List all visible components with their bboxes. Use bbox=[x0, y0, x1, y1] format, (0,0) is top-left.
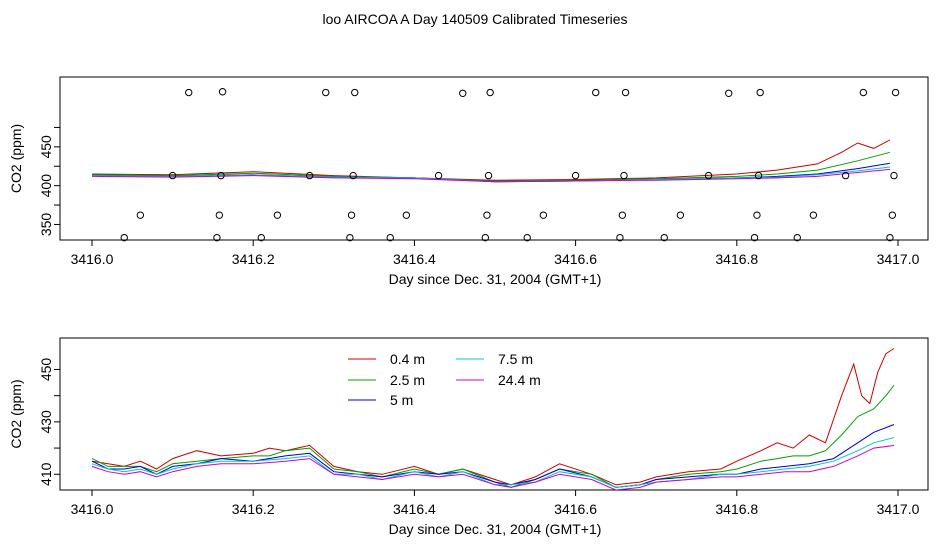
scatter-point bbox=[215, 211, 224, 219]
scatter-point bbox=[213, 233, 221, 242]
scatter-point bbox=[168, 171, 177, 180]
series-line bbox=[91, 348, 895, 486]
scatter-point bbox=[618, 211, 627, 219]
scatter-point bbox=[185, 88, 193, 97]
x-tick-label: 3416.8 bbox=[715, 501, 758, 517]
y-tick-label: 430 bbox=[38, 410, 54, 434]
scatter-point bbox=[136, 211, 145, 219]
series-line bbox=[91, 168, 890, 183]
series-line bbox=[91, 151, 891, 182]
x-tick-label: 3416.2 bbox=[232, 501, 275, 517]
scatter-point bbox=[859, 88, 868, 97]
x-tick-label: 3417.0 bbox=[877, 251, 920, 267]
scatter-point bbox=[571, 171, 580, 180]
scatter-point bbox=[592, 88, 600, 97]
scatter-point bbox=[483, 211, 491, 219]
scatter-point bbox=[481, 233, 490, 242]
scatter-point bbox=[322, 88, 330, 97]
series-line bbox=[91, 444, 895, 490]
chart-title: loo AIRCOA A Day 140509 Calibrated Times… bbox=[322, 11, 627, 27]
scatter-point bbox=[257, 233, 265, 242]
scatter-point bbox=[890, 171, 898, 180]
scatter-point bbox=[273, 211, 282, 219]
plot-frame bbox=[59, 76, 929, 241]
scatter-point bbox=[809, 211, 818, 219]
scatter-point bbox=[750, 233, 759, 242]
x-tick-label: 3417.0 bbox=[877, 501, 920, 517]
x-tick-label: 3416.4 bbox=[393, 251, 436, 267]
legend-label: 5 m bbox=[390, 392, 413, 408]
legend: 0.4 m 2.5 m 5 m 7.5 m 24.4 m bbox=[348, 351, 541, 408]
scatter-point bbox=[346, 233, 354, 242]
scatter-point bbox=[793, 233, 801, 242]
y-tick-label: 410 bbox=[38, 462, 54, 486]
scatter-point bbox=[305, 171, 314, 180]
scatter-point bbox=[676, 211, 685, 219]
scatter-point bbox=[523, 233, 531, 242]
scatter-point bbox=[725, 89, 733, 98]
scatter-point bbox=[753, 211, 761, 219]
scatter-point bbox=[218, 88, 227, 96]
scatter-point bbox=[539, 211, 548, 219]
scatter-point bbox=[459, 89, 467, 98]
y-axis-label: CO2 (ppm) bbox=[8, 124, 24, 193]
y-tick-label: 450 bbox=[38, 358, 54, 382]
y-tick-label: 350 bbox=[38, 213, 54, 237]
scatter-point bbox=[754, 171, 763, 180]
scatter-point bbox=[351, 88, 359, 97]
y-tick-label: 400 bbox=[38, 174, 54, 198]
legend-label: 24.4 m bbox=[498, 372, 541, 388]
scatter-point bbox=[349, 171, 357, 180]
scatter-point bbox=[486, 88, 494, 97]
legend-label: 2.5 m bbox=[390, 372, 425, 388]
scatter-point bbox=[841, 171, 850, 180]
scatter-point bbox=[402, 211, 411, 219]
scatter-point bbox=[886, 233, 894, 242]
x-axis-label: Day since Dec. 31, 2004 (GMT+1) bbox=[389, 271, 602, 287]
scatter-point bbox=[120, 233, 128, 242]
plot-frame bbox=[59, 337, 929, 491]
series-line bbox=[91, 424, 895, 488]
x-tick-label: 3416.8 bbox=[715, 251, 758, 267]
legend-label: 7.5 m bbox=[498, 351, 533, 367]
series-line bbox=[91, 139, 891, 181]
legend-label: 0.4 m bbox=[390, 351, 425, 367]
scatter-point bbox=[660, 233, 668, 242]
series-line bbox=[91, 384, 895, 488]
x-tick-label: 3416.6 bbox=[554, 251, 597, 267]
x-tick-label: 3416.0 bbox=[71, 251, 114, 267]
y-tick-label: 450 bbox=[38, 135, 54, 159]
top-panel: 3416.0 3416.2 3416.4 3416.6 3416.8 3417.0 350 4… bbox=[8, 76, 929, 287]
scatter-point bbox=[621, 88, 630, 97]
scatter-point bbox=[347, 211, 356, 219]
scatter-point bbox=[704, 171, 713, 180]
x-tick-label: 3416.0 bbox=[71, 501, 114, 517]
bottom-panel: 3416.0 3416.2 3416.4 3416.6 3416.8 3417.0 410 4… bbox=[8, 337, 929, 537]
x-tick-label: 3416.2 bbox=[232, 251, 275, 267]
x-tick-label: 3416.4 bbox=[393, 501, 436, 517]
scatter-point bbox=[484, 171, 493, 180]
scatter-point bbox=[616, 233, 624, 242]
x-axis-label: Day since Dec. 31, 2004 (GMT+1) bbox=[389, 521, 602, 537]
y-axis-label: CO2 (ppm) bbox=[8, 379, 24, 448]
scatter-point bbox=[620, 171, 628, 180]
series-line bbox=[91, 162, 890, 183]
x-tick-label: 3416.6 bbox=[554, 501, 597, 517]
series-line bbox=[91, 437, 895, 488]
scatter-point bbox=[386, 233, 394, 242]
scatter-point bbox=[217, 171, 225, 180]
scatter-point bbox=[888, 211, 897, 219]
scatter-point bbox=[434, 171, 443, 180]
scatter-point bbox=[756, 88, 764, 97]
scatter-point bbox=[891, 88, 900, 97]
